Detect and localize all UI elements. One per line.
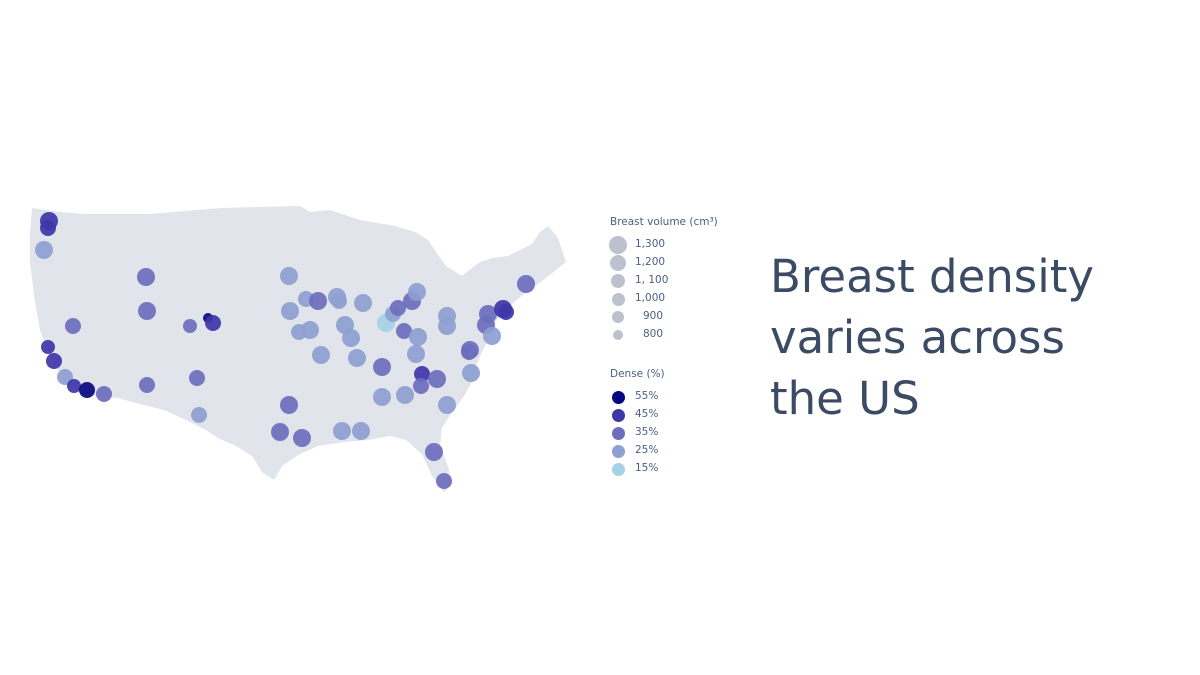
city-marker [293, 429, 311, 447]
density-swatch [610, 406, 626, 424]
volume-legend-label: 1,000 [635, 292, 666, 304]
city-marker [331, 293, 347, 309]
volume-swatch [610, 290, 626, 308]
city-marker [396, 386, 414, 404]
density-legend-item: 55% [610, 388, 730, 406]
density-swatch [610, 424, 626, 442]
city-marker [462, 364, 480, 382]
headline-line-2: varies across [770, 311, 1065, 364]
city-marker [438, 317, 456, 335]
volume-legend-item: 1, 100 [610, 272, 730, 290]
city-marker [483, 327, 501, 345]
city-marker [271, 423, 289, 441]
density-legend-item: 15% [610, 460, 730, 478]
city-marker [390, 300, 406, 316]
volume-legend-label: 1, 100 [635, 274, 669, 286]
city-marker [46, 353, 62, 369]
city-marker [205, 315, 221, 331]
city-marker [57, 369, 73, 385]
city-marker [138, 302, 156, 320]
volume-legend-item: 1,200 [610, 254, 730, 272]
city-marker [479, 305, 497, 323]
volume-legend-item: 800 [610, 326, 730, 344]
city-marker [407, 345, 425, 363]
city-marker [461, 344, 477, 360]
city-marker [191, 407, 207, 423]
city-marker [354, 294, 372, 312]
city-marker [348, 349, 366, 367]
headline-line-3: the US [770, 372, 920, 425]
city-marker [79, 382, 95, 398]
city-marker [281, 302, 299, 320]
city-marker [189, 370, 205, 386]
headline: Breast density varies across the US [770, 246, 1170, 429]
density-swatch [610, 442, 626, 460]
city-marker [414, 366, 430, 382]
city-marker [137, 268, 155, 286]
city-marker [413, 378, 429, 394]
volume-legend-item: 1,300 [609, 236, 730, 254]
city-marker [139, 377, 155, 393]
city-marker [35, 241, 53, 259]
volume-swatch [610, 272, 626, 290]
city-marker [373, 358, 391, 376]
city-marker [373, 388, 391, 406]
us-land-shape [30, 206, 566, 492]
us-map [30, 206, 566, 492]
city-marker [96, 386, 112, 402]
density-legend-label: 25% [635, 444, 659, 456]
density-swatch [610, 388, 626, 406]
city-marker [352, 422, 370, 440]
density-legend-label: 45% [635, 408, 659, 420]
density-legend-item: 45% [610, 406, 730, 424]
city-marker [396, 323, 412, 339]
volume-swatch [610, 308, 626, 326]
volume-legend-title: Breast volume (cm³) [610, 216, 718, 228]
city-marker [498, 304, 514, 320]
density-legend-label: 35% [635, 426, 659, 438]
city-marker [65, 318, 81, 334]
city-marker [280, 396, 298, 414]
city-marker [409, 328, 427, 346]
city-marker [183, 319, 197, 333]
city-marker [301, 321, 319, 339]
density-swatch [610, 460, 626, 478]
density-legend-item: 25% [610, 442, 730, 460]
city-marker [342, 329, 360, 347]
city-marker [280, 267, 298, 285]
city-marker [333, 422, 351, 440]
density-legend-item: 35% [610, 424, 730, 442]
volume-legend-item: 900 [610, 308, 730, 326]
headline-line-1: Breast density [770, 250, 1095, 303]
volume-swatch [610, 254, 626, 272]
city-marker [67, 379, 81, 393]
city-marker [425, 443, 443, 461]
volume-legend-label: 900 [643, 310, 664, 322]
volume-legend-label: 1,200 [635, 256, 666, 268]
city-marker [428, 370, 446, 388]
city-marker [40, 220, 56, 236]
density-legend-title: Dense (%) [610, 368, 665, 380]
city-marker [408, 283, 426, 301]
city-marker [309, 292, 327, 310]
city-marker [41, 340, 55, 354]
city-marker [436, 473, 452, 489]
density-legend-label: 15% [635, 462, 659, 474]
volume-legend-label: 800 [643, 328, 664, 340]
volume-swatch [610, 326, 626, 344]
city-marker [438, 396, 456, 414]
volume-swatch [609, 236, 627, 254]
volume-legend-item: 1,000 [610, 290, 730, 308]
city-marker [517, 275, 535, 293]
city-marker [312, 346, 330, 364]
volume-legend-label: 1,300 [635, 238, 666, 250]
density-legend-label: 55% [635, 390, 659, 402]
